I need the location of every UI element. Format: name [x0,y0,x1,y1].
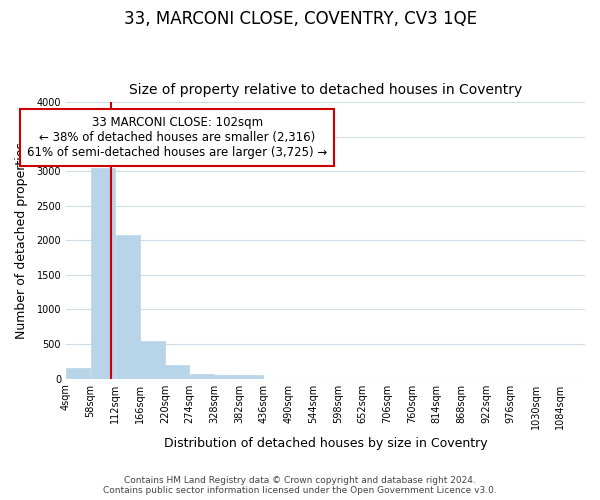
Text: Contains HM Land Registry data © Crown copyright and database right 2024.
Contai: Contains HM Land Registry data © Crown c… [103,476,497,495]
Y-axis label: Number of detached properties: Number of detached properties [15,142,28,339]
Bar [214,376,239,378]
Bar [140,340,164,378]
Bar [116,235,140,378]
Text: 33 MARCONI CLOSE: 102sqm
← 38% of detached houses are smaller (2,316)
61% of sem: 33 MARCONI CLOSE: 102sqm ← 38% of detach… [27,116,327,159]
Bar [165,364,190,378]
Title: Size of property relative to detached houses in Coventry: Size of property relative to detached ho… [129,83,522,97]
Bar [91,168,115,378]
Bar [66,368,91,378]
Text: 33, MARCONI CLOSE, COVENTRY, CV3 1QE: 33, MARCONI CLOSE, COVENTRY, CV3 1QE [124,10,476,28]
Bar [239,376,263,378]
Bar [190,374,214,378]
X-axis label: Distribution of detached houses by size in Coventry: Distribution of detached houses by size … [164,437,487,450]
